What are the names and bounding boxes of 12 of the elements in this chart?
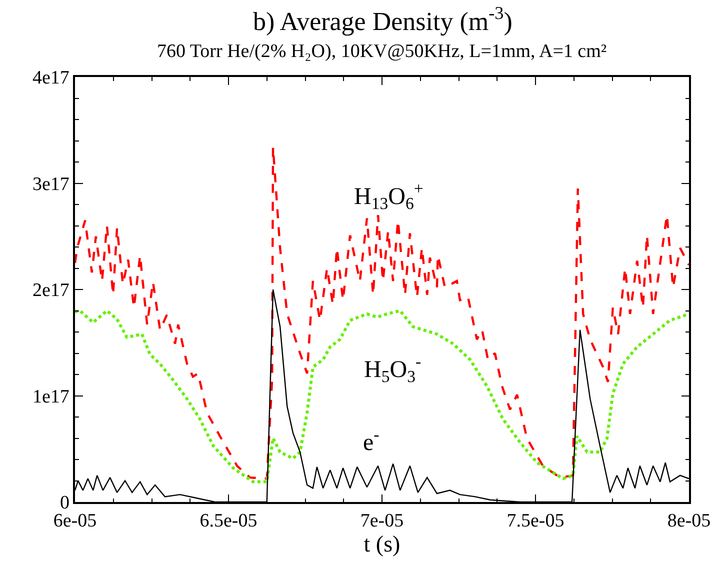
y-tick-label: 1e17: [32, 386, 70, 408]
y-tick-label: 4e17: [32, 68, 70, 89]
series-label: e$^{-}$: [363, 425, 380, 456]
x-tick-label: 7e-05: [360, 510, 404, 532]
x-tick-label: 7.5e-05: [506, 510, 564, 532]
x-axis-title: t (s): [364, 532, 400, 557]
y-tick-label: 3e17: [32, 174, 70, 195]
chart-subtitle: 760 Torr He/(2% H₂O), 10KV@50KHz, L=1mm, A=1 cm²: [157, 41, 607, 62]
chart-title: b) Average Density (m$^{-3}$): [253, 3, 512, 36]
x-tick-label: 8e-05: [667, 510, 711, 532]
y-tick-label: 2e17: [32, 280, 70, 302]
x-tick-label: 6.5e-05: [200, 510, 258, 532]
